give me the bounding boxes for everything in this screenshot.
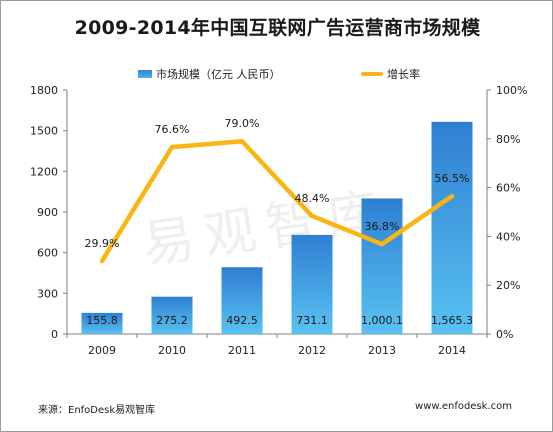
bar-value-label: 1,565.3 (431, 314, 473, 327)
left-axis-tick-label: 1800 (30, 84, 58, 97)
left-axis-tick-label: 0 (51, 328, 58, 341)
right-axis-tick-label: 60% (496, 182, 520, 195)
x-axis-tick-label: 2014 (438, 344, 466, 357)
growth-rate-label: 56.5% (435, 172, 470, 185)
growth-rate-label: 29.9% (85, 237, 120, 250)
website-url: www.enfodesk.com (415, 401, 512, 412)
growth-rate-line (99, 138, 455, 264)
growth-rate-label: 79.0% (225, 117, 260, 130)
growth-rate-point (100, 259, 104, 264)
legend-bar-swatch (138, 70, 152, 78)
x-axis-tick-label: 2010 (158, 344, 186, 357)
source-note: 来源：EnfoDesk易观智库 (38, 405, 156, 416)
bar (291, 234, 333, 334)
bar-value-label: 275.2 (156, 314, 188, 327)
legend-bar-label: 市场规模（亿元 人民币） (156, 68, 281, 81)
bar-value-label: 155.8 (86, 314, 118, 327)
legend-line-label: 增长率 (387, 68, 420, 81)
growth-rate-label: 76.6% (155, 123, 190, 136)
bar (221, 267, 263, 334)
x-axis-tick-label: 2012 (298, 344, 326, 357)
left-axis-tick-label: 1500 (30, 125, 58, 138)
x-axis-tick-label: 2011 (228, 344, 256, 357)
left-axis-tick-label: 1200 (30, 165, 58, 178)
growth-rate-point (170, 145, 174, 150)
right-axis-tick-label: 40% (496, 230, 520, 243)
bar (81, 312, 123, 334)
growth-rate-label: 48.4% (295, 192, 330, 205)
x-axis-tick-label: 2013 (368, 344, 396, 357)
left-axis-tick-label: 900 (37, 206, 58, 219)
x-axis-tick-label: 2009 (88, 344, 116, 357)
growth-rate-point (450, 194, 454, 199)
bar (431, 121, 473, 335)
legend-line-swatch (361, 72, 383, 76)
chart-title: 2009-2014年中国互联网广告运营商市场规模 (74, 17, 481, 39)
left-axis-tick-label: 300 (37, 287, 58, 300)
bar-value-label: 492.5 (226, 314, 258, 327)
right-axis-tick-label: 80% (496, 133, 520, 146)
right-axis-tick-label: 100% (496, 84, 527, 97)
right-axis-tick-label: 20% (496, 279, 520, 292)
growth-rate-point (240, 139, 244, 144)
bar (361, 198, 403, 334)
bar-value-label: 731.1 (296, 314, 328, 327)
left-axis-tick-label: 600 (37, 247, 58, 260)
bar (151, 296, 193, 334)
right-axis-tick-label: 0% (496, 328, 513, 341)
growth-rate-label: 36.8% (365, 220, 400, 233)
bar-value-label: 1,000.1 (361, 314, 403, 327)
growth-rate-point (310, 213, 314, 218)
growth-rate-point (380, 242, 384, 247)
